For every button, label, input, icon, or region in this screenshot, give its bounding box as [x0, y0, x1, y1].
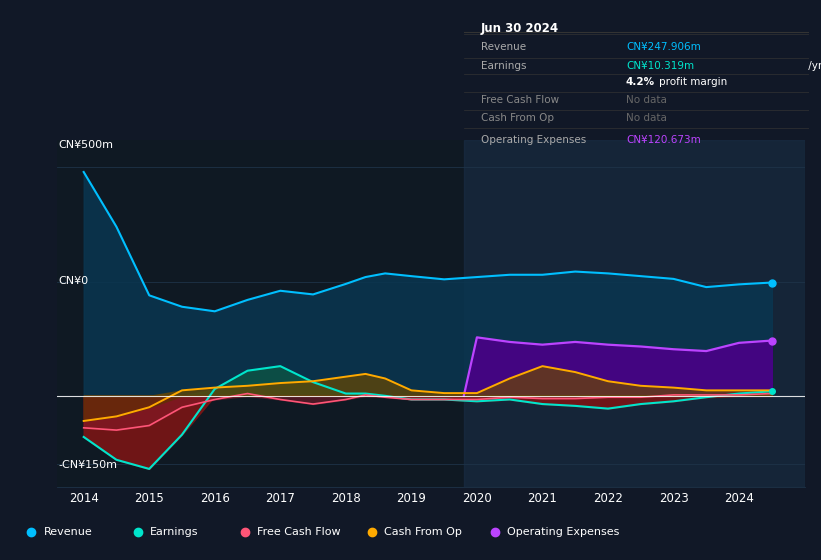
Text: CN¥0: CN¥0 [58, 276, 89, 286]
Text: profit margin: profit margin [658, 77, 727, 87]
Text: Free Cash Flow: Free Cash Flow [481, 95, 559, 105]
Text: CN¥500m: CN¥500m [58, 140, 113, 150]
Text: -CN¥150m: -CN¥150m [58, 460, 117, 470]
Text: Jun 30 2024: Jun 30 2024 [481, 22, 559, 35]
Text: CN¥10.319m: CN¥10.319m [626, 61, 694, 71]
Text: No data: No data [626, 113, 667, 123]
Text: Revenue: Revenue [44, 528, 92, 538]
Text: Earnings: Earnings [481, 61, 526, 71]
Text: CN¥120.673m: CN¥120.673m [626, 136, 700, 145]
Text: Free Cash Flow: Free Cash Flow [257, 528, 341, 538]
Text: CN¥247.906m: CN¥247.906m [626, 42, 700, 52]
Text: /yr: /yr [805, 61, 821, 71]
Text: Operating Expenses: Operating Expenses [507, 528, 620, 538]
Text: 4.2%: 4.2% [626, 77, 655, 87]
Text: Cash From Op: Cash From Op [384, 528, 462, 538]
Bar [464, 140, 805, 487]
Text: Cash From Op: Cash From Op [481, 113, 554, 123]
Text: No data: No data [626, 95, 667, 105]
Text: Revenue: Revenue [481, 42, 526, 52]
Text: Operating Expenses: Operating Expenses [481, 136, 586, 145]
Text: Earnings: Earnings [150, 528, 199, 538]
